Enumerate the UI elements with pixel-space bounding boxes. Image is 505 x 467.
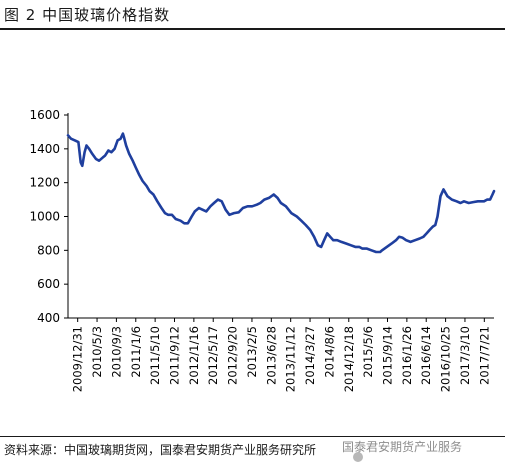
x-tick-label: 2013/2/5 <box>245 326 259 378</box>
x-tick-label: 2012/5/17 <box>206 326 220 385</box>
x-tick-label: 2017/3/10 <box>458 326 472 385</box>
x-tick-label: 2009/12/31 <box>71 326 85 392</box>
x-axis-ticks: 2009/12/31 2010/5/3 2010/9/3 2011/1/6 2011/5… <box>71 318 491 392</box>
x-tick-label: 2011/9/12 <box>168 326 182 385</box>
x-tick-label: 2011/5/10 <box>148 326 162 385</box>
line-chart: 400 600 800 1000 1200 1400 1600 2009/12/31 2010… <box>29 108 496 392</box>
x-tick-label: 2015/5/6 <box>361 326 375 378</box>
x-tick-label: 2016/10/25 <box>439 326 453 392</box>
y-tick-label: 600 <box>37 277 60 291</box>
y-axis-ticks: 400 600 800 1000 1200 1400 1600 <box>29 108 68 325</box>
x-tick-label: 2017/7/21 <box>477 326 491 385</box>
y-tick-label: 1000 <box>29 210 60 224</box>
series-layer <box>66 132 496 254</box>
watermark-logo-icon <box>353 452 363 462</box>
x-tick-label: 2011/1/6 <box>129 326 143 378</box>
x-tick-label: 2014/3/27 <box>303 326 317 385</box>
x-tick-label: 2014/12/18 <box>342 326 356 392</box>
x-tick-label: 2016/1/26 <box>400 326 414 385</box>
x-tick-label: 2010/5/3 <box>90 326 104 378</box>
x-tick-label: 2010/9/3 <box>109 326 123 378</box>
source-note: 资料来源：中国玻璃期货网，国泰君安期货产业服务研究所 <box>4 443 317 457</box>
y-tick-label: 400 <box>37 311 60 325</box>
title-divider <box>0 28 505 30</box>
x-tick-label: 2013/11/12 <box>284 326 298 392</box>
y-tick-label: 1600 <box>29 108 60 122</box>
figure-title: 图 2 中国玻璃价格指数 <box>4 6 171 24</box>
footer-divider <box>0 436 505 437</box>
x-tick-label: 2014/8/6 <box>322 326 336 378</box>
x-tick-label: 2015/9/14 <box>381 326 395 385</box>
watermark-text: 国泰君安期货产业服务 <box>342 440 463 454</box>
x-tick-label: 2012/9/20 <box>226 326 240 385</box>
y-tick-label: 1400 <box>29 142 60 156</box>
x-tick-label: 2012/1/16 <box>187 326 201 385</box>
chart-axes <box>67 113 494 319</box>
x-tick-label: 2016/6/14 <box>419 326 433 385</box>
x-tick-label: 2013/6/28 <box>264 326 278 385</box>
series-line-glass-price-index <box>66 132 496 254</box>
y-tick-label: 800 <box>37 243 60 257</box>
y-tick-label: 1200 <box>29 176 60 190</box>
